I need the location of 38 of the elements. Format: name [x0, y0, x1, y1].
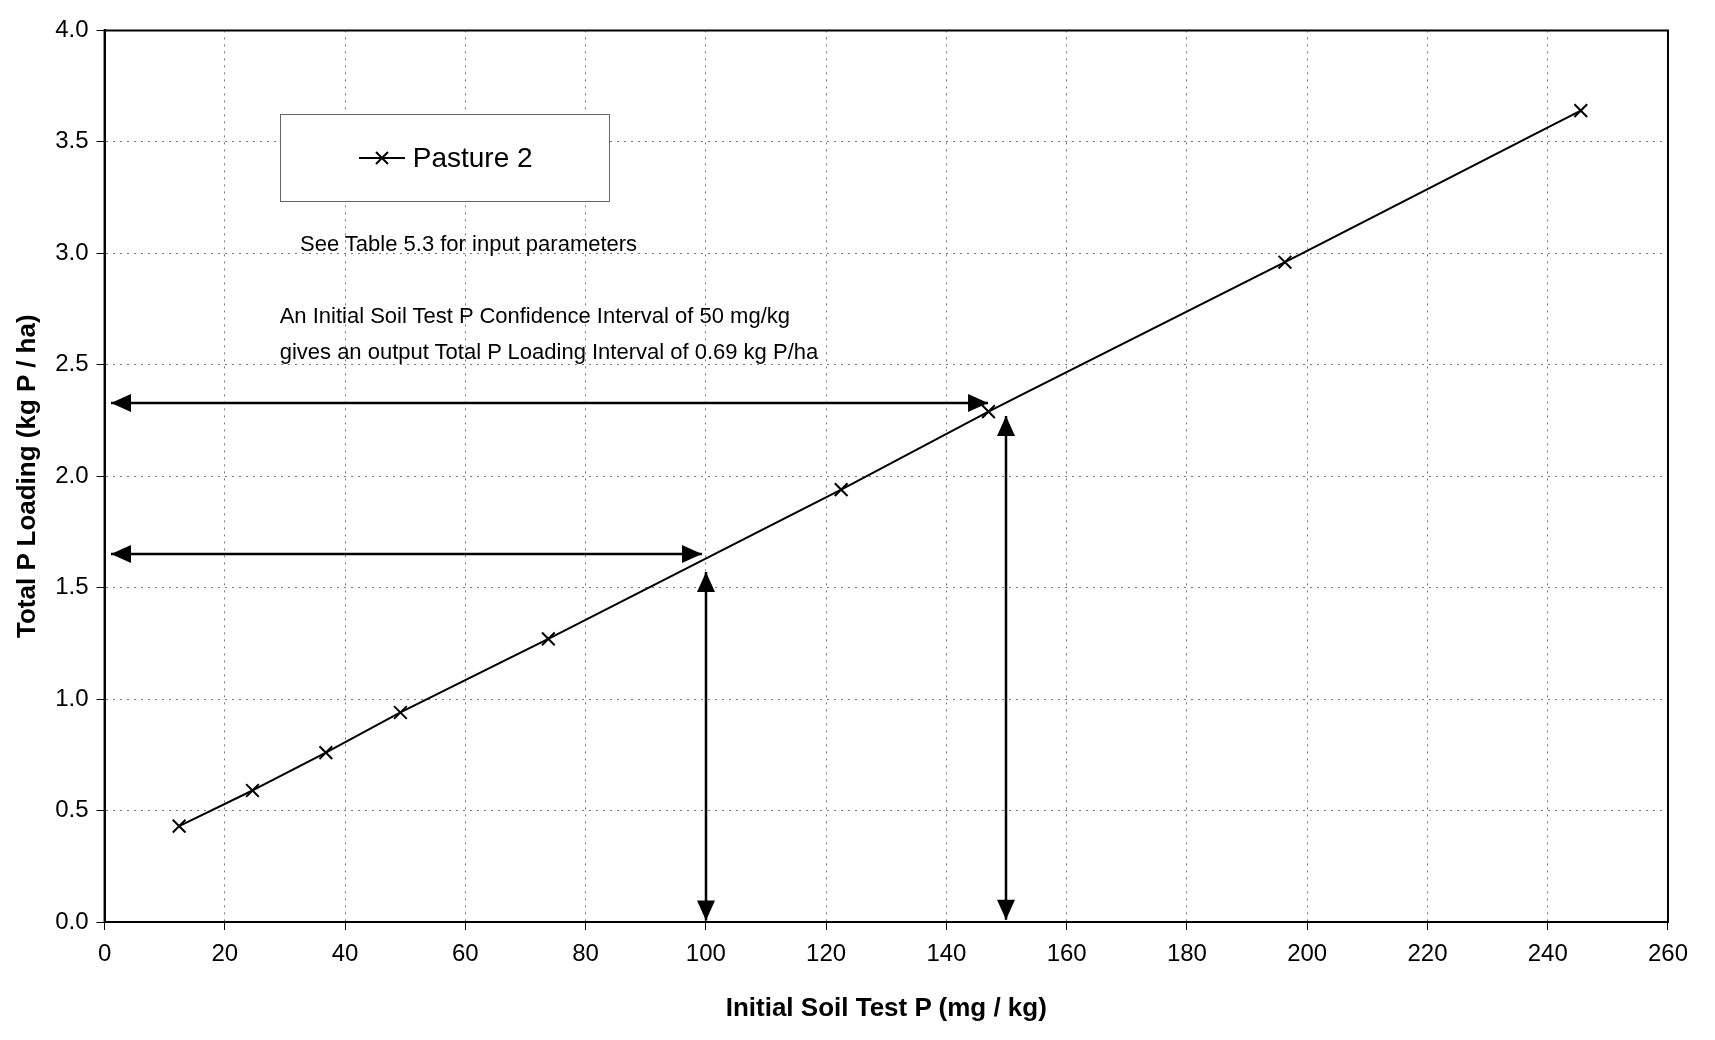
y-tick-label: 1.0: [55, 683, 89, 711]
x-tick-label: 120: [806, 939, 847, 967]
point: [540, 631, 556, 647]
y-tick-label: 2.0: [55, 460, 89, 488]
point: [245, 783, 260, 798]
legend-label: Pasture 2: [412, 142, 533, 175]
x-tick-label: 220: [1407, 939, 1448, 967]
legend-box: Pasture 2: [279, 114, 610, 203]
x-tick-label: 180: [1166, 939, 1207, 967]
y-axis-title: Total P Loading (kg P / ha): [10, 314, 41, 638]
point: [393, 705, 408, 720]
point: [318, 745, 334, 760]
point: [1573, 103, 1589, 119]
point: [981, 404, 996, 419]
x-tick-label: 60: [452, 939, 479, 967]
x-tick-label: 20: [211, 939, 239, 967]
y-tick-label: 0.0: [55, 906, 89, 934]
x-tick-label: 80: [572, 939, 599, 967]
y-tick-label: 0.5: [55, 795, 89, 823]
x-tick-label: 0: [97, 939, 112, 967]
x-tick-label: 160: [1046, 939, 1087, 967]
y-tick-label: 2.5: [55, 349, 89, 377]
x-tick-label: 40: [331, 939, 359, 967]
x-tick-label: 140: [926, 939, 967, 967]
point: [833, 482, 849, 497]
y-tick-label: 3.5: [55, 126, 89, 154]
y-tick-label: 1.5: [55, 572, 89, 600]
point: [1277, 254, 1293, 270]
annotation: See Table 5.3 for input parameters: [299, 231, 638, 257]
annotation: An Initial Soil Test P Confidence Interval of 50 mg/kg gives an output Total P Loading Interval of 0.69 kg P/ha: [279, 301, 819, 366]
x-tick-label: 240: [1527, 939, 1568, 967]
x-tick-label: 260: [1647, 939, 1688, 967]
x-tick-label: 100: [685, 939, 726, 967]
x-axis-title: Initial Soil Test P (mg / kg): [725, 991, 1047, 1022]
y-tick-label: 3.0: [55, 237, 89, 265]
point: [171, 818, 187, 834]
x-tick-label: 200: [1287, 939, 1328, 967]
y-tick-label: 4.0: [55, 15, 89, 43]
